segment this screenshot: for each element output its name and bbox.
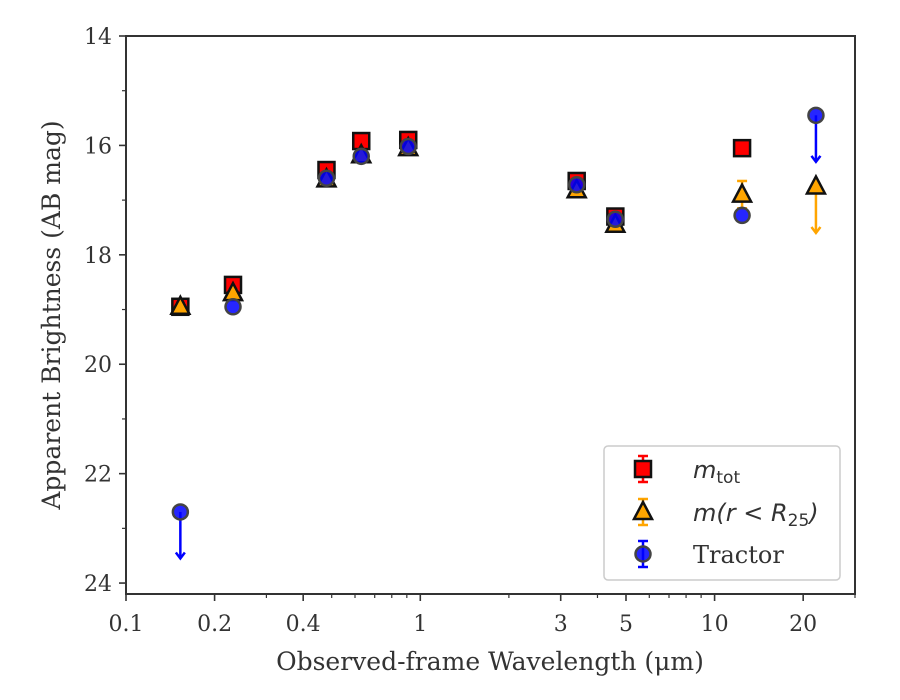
square-marker [732,138,752,158]
y-axis-label: Apparent Brightness (AB mag) [37,120,66,510]
x-tick-label: 5 [619,612,633,637]
legend-m-r25-tail: ) [807,499,818,527]
y-tick-label: 24 [84,572,112,597]
x-tick-label: 0.2 [197,612,232,637]
triangle-marker [731,181,754,203]
x-tick-label: 0.4 [286,612,321,637]
data-marks [169,106,828,561]
circle-marker [399,137,417,156]
circle-marker [733,206,751,225]
legend-entry-m-r25: m(r < R25) [693,499,819,531]
x-tick-label: 20 [789,612,817,637]
legend-m-r25-sub: 25 [788,511,810,531]
square-marker [633,459,653,479]
circle-marker [317,169,336,187]
legend-box [603,445,841,581]
circle-marker [171,503,190,521]
triangle-marker [169,294,192,316]
upper-limit-arrowhead [810,226,822,236]
upper-limit-arrowhead [174,551,186,561]
triangle-marker [804,173,828,195]
y-tick-label: 16 [84,134,112,159]
legend: mtot m(r < R25) Tractor [603,445,841,581]
x-tick-label: 3 [554,612,568,637]
x-axis-label: Observed-frame Wavelength (μm) [276,647,704,676]
circle-marker [634,545,652,563]
legend-entry-m-tot: mtot [693,456,740,488]
y-tick-label: 14 [84,25,112,50]
x-tick-label: 10 [701,612,729,637]
circle-marker [224,298,242,316]
circle-marker [807,106,825,125]
x-tick-label: 0.1 [109,612,144,637]
axis-ticks: 0.1 0.2 0.4 1 3 5 10 20 14 16 18 20 22 24 [84,25,856,637]
circle-marker [567,176,586,194]
circle-marker [352,147,370,166]
legend-entry-tractor: Tractor [693,541,784,569]
upper-limit-arrowhead [810,155,822,164]
legend-m-tot-main: m [693,456,716,484]
legend-m-tot-sub: tot [716,468,740,488]
legend-m-r25-main: m(r < R [693,499,788,527]
plot-frame [125,35,856,595]
y-tick-label: 18 [84,244,112,269]
legend-markers [631,454,655,569]
y-tick-label: 22 [84,463,112,488]
y-tick-label: 20 [84,353,112,378]
circle-marker [606,210,625,229]
x-tick-label: 1 [413,612,427,637]
triangle-marker [631,499,655,521]
